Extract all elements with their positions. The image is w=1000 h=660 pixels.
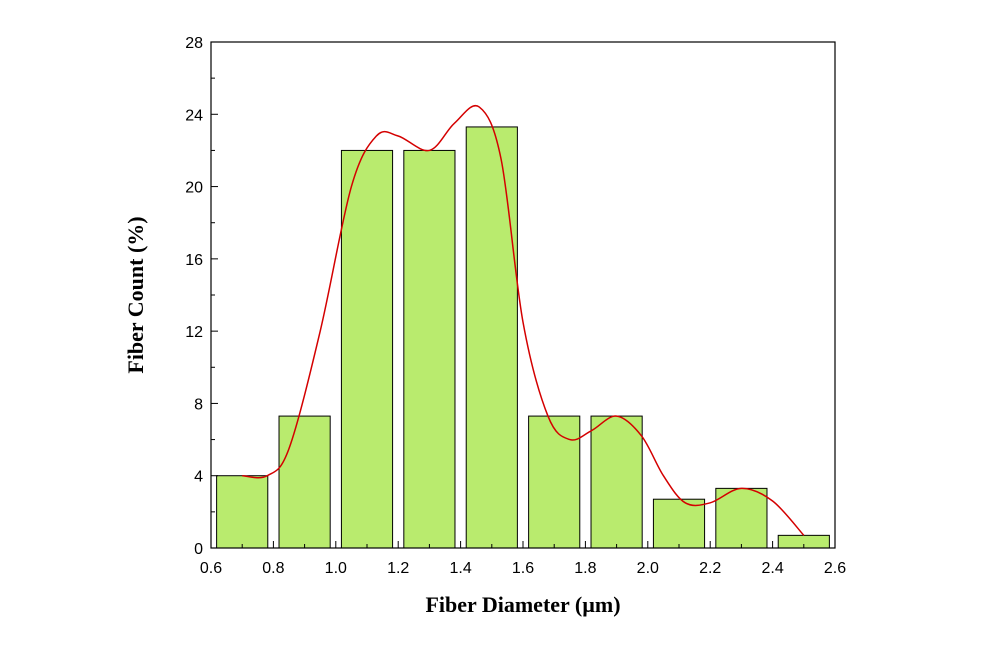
- bar-7: [652, 498, 706, 549]
- y-tick-label-4: 16: [185, 252, 203, 269]
- y-tick-label-1: 4: [194, 469, 203, 486]
- x-tick-label-4: 1.4: [449, 560, 471, 577]
- x-tick-label-2: 1.0: [325, 560, 347, 577]
- bars-layer: [216, 126, 830, 549]
- y-axis-title: Fiber Count (%): [123, 216, 148, 373]
- y-tick-label-0: 0: [194, 541, 203, 558]
- x-tick-label-0: 0.6: [200, 560, 222, 577]
- y-axis: 0 4 8 12 16 20 24 28: [185, 35, 218, 558]
- y-tick-label-7: 28: [185, 35, 203, 52]
- y-tick-label-5: 20: [185, 180, 203, 197]
- bar-5: [528, 415, 581, 549]
- x-axis: 0.6 0.8 1.0 1.2 1.4 1.6 1.8 2.0 2.2 2.4 2.6: [200, 541, 846, 577]
- x-tick-label-9: 2.4: [761, 560, 783, 577]
- bar-0: [216, 475, 269, 549]
- x-tick-label-10: 2.6: [824, 560, 846, 577]
- y-tick-label-3: 12: [185, 324, 203, 341]
- x-tick-label-8: 2.2: [699, 560, 721, 577]
- bar-4: [465, 126, 518, 549]
- x-tick-label-5: 1.6: [512, 560, 534, 577]
- x-tick-label-1: 0.8: [262, 560, 284, 577]
- x-axis-title: Fiber Diameter (µm): [425, 592, 620, 617]
- bar-2: [340, 149, 394, 549]
- y-tick-label-6: 24: [185, 107, 203, 124]
- y-tick-label-2: 8: [194, 396, 203, 413]
- x-tick-label-7: 2.0: [637, 560, 659, 577]
- x-tick-label-6: 1.8: [574, 560, 596, 577]
- bar-3: [403, 149, 456, 549]
- x-tick-label-3: 1.2: [387, 560, 409, 577]
- bar-6: [590, 415, 643, 549]
- bar-8: [715, 487, 768, 549]
- fit-curve: [242, 104, 805, 536]
- bar-1: [278, 415, 331, 549]
